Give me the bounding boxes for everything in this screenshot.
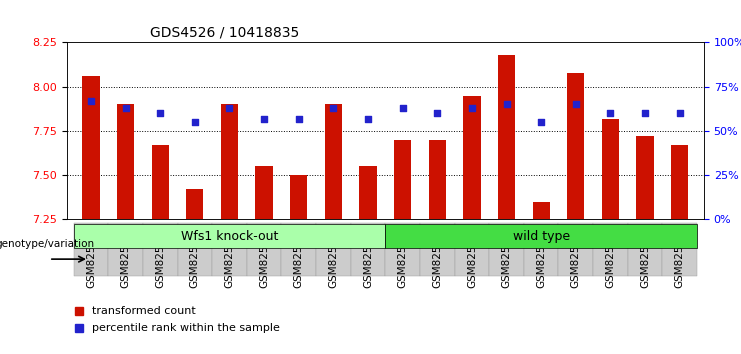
Point (501, 102, 513, 107)
Bar (359, 166, 376, 219)
Bar (117, 104, 134, 219)
FancyBboxPatch shape (454, 223, 489, 276)
Bar (82, 76, 99, 219)
Bar (325, 104, 342, 219)
Point (293, 116, 305, 121)
Text: genotype/variation: genotype/variation (0, 239, 94, 249)
FancyBboxPatch shape (385, 223, 420, 276)
FancyBboxPatch shape (420, 223, 454, 276)
Bar (394, 140, 411, 219)
Point (119, 105, 131, 111)
FancyBboxPatch shape (524, 223, 559, 276)
FancyBboxPatch shape (593, 223, 628, 276)
Point (639, 110, 651, 116)
FancyBboxPatch shape (662, 223, 697, 276)
Point (362, 116, 374, 121)
FancyBboxPatch shape (212, 223, 247, 276)
FancyBboxPatch shape (350, 223, 385, 276)
Bar (186, 189, 204, 219)
FancyBboxPatch shape (282, 223, 316, 276)
Point (535, 119, 547, 125)
FancyBboxPatch shape (247, 223, 282, 276)
Text: Wfs1 knock-out: Wfs1 knock-out (181, 230, 278, 243)
Bar (498, 55, 515, 219)
Point (189, 119, 201, 125)
Bar (567, 73, 585, 219)
Point (570, 102, 582, 107)
FancyBboxPatch shape (628, 223, 662, 276)
FancyBboxPatch shape (559, 223, 593, 276)
Bar (428, 140, 446, 219)
Bar (256, 166, 273, 219)
Bar (221, 104, 238, 219)
Bar (671, 145, 688, 219)
Text: wild type: wild type (513, 230, 570, 243)
FancyBboxPatch shape (73, 224, 385, 248)
Text: percentile rank within the sample: percentile rank within the sample (92, 323, 280, 333)
FancyBboxPatch shape (178, 223, 212, 276)
FancyBboxPatch shape (143, 223, 178, 276)
Text: GDS4526 / 10418835: GDS4526 / 10418835 (150, 26, 299, 40)
Point (396, 105, 408, 111)
Point (328, 105, 339, 111)
Point (258, 116, 270, 121)
Bar (152, 145, 169, 219)
Point (224, 105, 236, 111)
Bar (637, 136, 654, 219)
Point (674, 110, 685, 116)
FancyBboxPatch shape (73, 223, 108, 276)
Point (85, 98, 97, 104)
Point (154, 110, 166, 116)
FancyBboxPatch shape (385, 224, 697, 248)
Bar (602, 119, 619, 219)
Bar (533, 202, 550, 219)
Point (605, 110, 617, 116)
Bar (290, 175, 308, 219)
Point (431, 110, 443, 116)
Bar (463, 96, 481, 219)
FancyBboxPatch shape (316, 223, 350, 276)
Point (466, 105, 478, 111)
FancyBboxPatch shape (108, 223, 143, 276)
Text: transformed count: transformed count (92, 306, 196, 316)
FancyBboxPatch shape (489, 223, 524, 276)
